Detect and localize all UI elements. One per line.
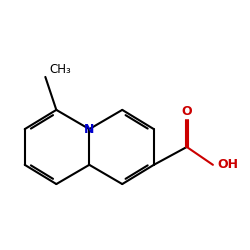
Text: CH₃: CH₃ [50,62,71,76]
Text: OH: OH [217,158,238,171]
Text: N: N [84,122,94,136]
Text: O: O [182,105,192,118]
